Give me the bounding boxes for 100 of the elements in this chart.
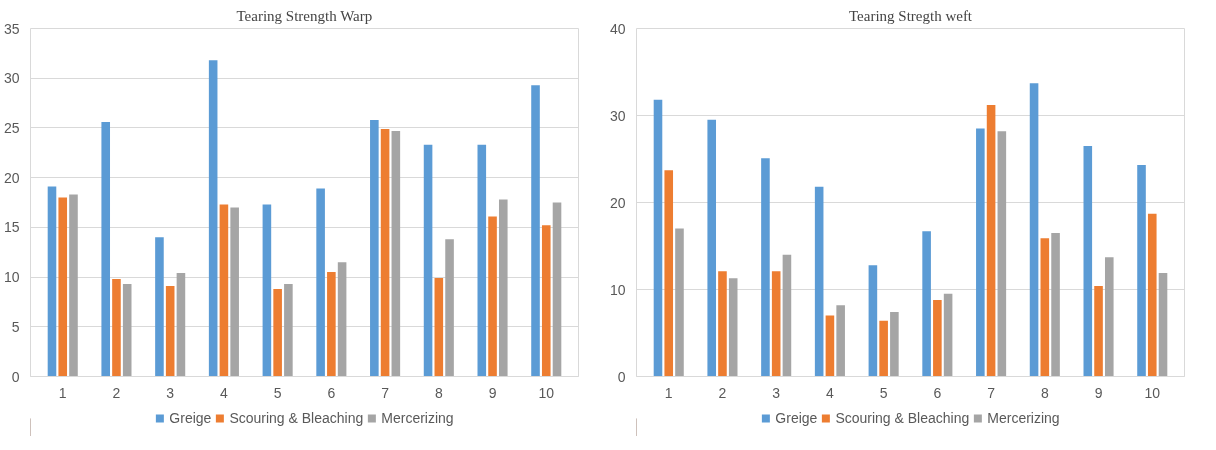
bar bbox=[728, 278, 738, 377]
bar bbox=[664, 170, 674, 377]
x-tick-label: 1 bbox=[58, 384, 67, 401]
x-tick-label: 9 bbox=[1094, 384, 1103, 401]
bar bbox=[112, 279, 121, 377]
bar bbox=[327, 272, 336, 377]
bar bbox=[653, 99, 663, 377]
bar bbox=[1083, 145, 1093, 377]
x-tick-label: 5 bbox=[879, 384, 888, 401]
bar bbox=[498, 199, 508, 377]
bar bbox=[943, 293, 953, 377]
legend-label: Scouring & Bleaching bbox=[835, 410, 970, 426]
bar bbox=[1158, 272, 1168, 377]
bar bbox=[1094, 286, 1103, 377]
x-tick-label: 4 bbox=[220, 384, 229, 401]
bar bbox=[541, 225, 551, 377]
bar bbox=[230, 207, 239, 377]
bar bbox=[782, 254, 792, 377]
bar bbox=[675, 228, 684, 377]
x-tick-label: 3 bbox=[772, 384, 781, 401]
bar bbox=[1137, 165, 1146, 377]
y-tick-label: 20 bbox=[609, 194, 626, 211]
y-tick-label: 20 bbox=[3, 169, 20, 186]
bar bbox=[1147, 213, 1157, 377]
bar bbox=[284, 284, 293, 377]
x-tick-label: 1 bbox=[664, 384, 673, 401]
bar bbox=[1051, 232, 1060, 377]
bar bbox=[208, 60, 218, 377]
y-tick-label: 10 bbox=[3, 269, 20, 286]
x-tick-label: 9 bbox=[488, 384, 497, 401]
bar bbox=[262, 204, 272, 377]
bar bbox=[552, 202, 562, 377]
y-tick-label: 25 bbox=[3, 119, 20, 136]
x-tick-label: 10 bbox=[1144, 384, 1161, 401]
x-tick-label: 2 bbox=[112, 384, 121, 401]
bar bbox=[391, 130, 401, 377]
legend-label: Mercerizing bbox=[987, 410, 1060, 426]
bar bbox=[337, 262, 347, 377]
y-tick-label: 10 bbox=[609, 281, 626, 298]
chart-title: Tearing Stregth weft bbox=[848, 7, 973, 24]
bar bbox=[976, 128, 985, 377]
chart-title: Tearing Strength Warp bbox=[236, 7, 373, 24]
bar bbox=[922, 231, 931, 377]
bar bbox=[47, 186, 57, 377]
bar bbox=[1040, 238, 1050, 377]
x-tick-label: 6 bbox=[327, 384, 336, 401]
bar bbox=[101, 121, 111, 377]
y-tick-label: 30 bbox=[609, 107, 626, 124]
bar bbox=[825, 315, 835, 377]
x-tick-label: 6 bbox=[933, 384, 942, 401]
x-tick-label: 7 bbox=[381, 384, 390, 401]
bar bbox=[890, 312, 899, 377]
bar bbox=[477, 144, 487, 377]
bar bbox=[423, 144, 433, 377]
bar bbox=[434, 278, 444, 377]
y-tick-label: 15 bbox=[3, 219, 20, 236]
bar bbox=[165, 286, 175, 377]
bar bbox=[707, 119, 717, 377]
bar bbox=[771, 271, 781, 377]
bar bbox=[761, 158, 770, 377]
bar bbox=[836, 305, 845, 377]
bar bbox=[933, 299, 942, 377]
legend-label: Scouring & Bleaching bbox=[229, 410, 364, 426]
x-tick-label: 5 bbox=[273, 384, 282, 401]
x-tick-label: 4 bbox=[826, 384, 835, 401]
bar bbox=[814, 186, 824, 377]
bar bbox=[1029, 83, 1039, 377]
legend-label: Mercerizing bbox=[381, 410, 454, 426]
x-tick-label: 10 bbox=[538, 384, 555, 401]
y-tick-label: 40 bbox=[609, 20, 626, 37]
bar bbox=[316, 188, 325, 377]
bar bbox=[879, 320, 888, 377]
y-tick-label: 0 bbox=[11, 368, 20, 385]
bar bbox=[1104, 257, 1114, 377]
y-tick-label: 5 bbox=[11, 318, 20, 335]
bar bbox=[273, 289, 282, 377]
bar bbox=[219, 204, 229, 377]
x-tick-label: 7 bbox=[987, 384, 996, 401]
bar bbox=[122, 284, 132, 377]
legend-label: Greige bbox=[169, 410, 212, 426]
x-tick-label: 3 bbox=[166, 384, 175, 401]
bar bbox=[176, 273, 186, 377]
y-tick-label: 35 bbox=[3, 20, 20, 37]
y-tick-label: 0 bbox=[617, 368, 626, 385]
bar bbox=[986, 105, 996, 377]
bar bbox=[155, 237, 164, 377]
bar bbox=[488, 216, 497, 377]
legend-label: Greige bbox=[775, 410, 818, 426]
bar bbox=[445, 239, 454, 377]
bar bbox=[531, 85, 540, 377]
y-tick-label: 30 bbox=[3, 70, 20, 87]
bar bbox=[69, 194, 78, 377]
x-tick-label: 8 bbox=[434, 384, 443, 401]
bar bbox=[868, 265, 878, 377]
bar bbox=[370, 119, 379, 377]
x-tick-label: 8 bbox=[1040, 384, 1049, 401]
bar bbox=[997, 131, 1007, 377]
bar bbox=[58, 197, 68, 377]
bar bbox=[718, 271, 727, 377]
bar bbox=[380, 128, 390, 377]
